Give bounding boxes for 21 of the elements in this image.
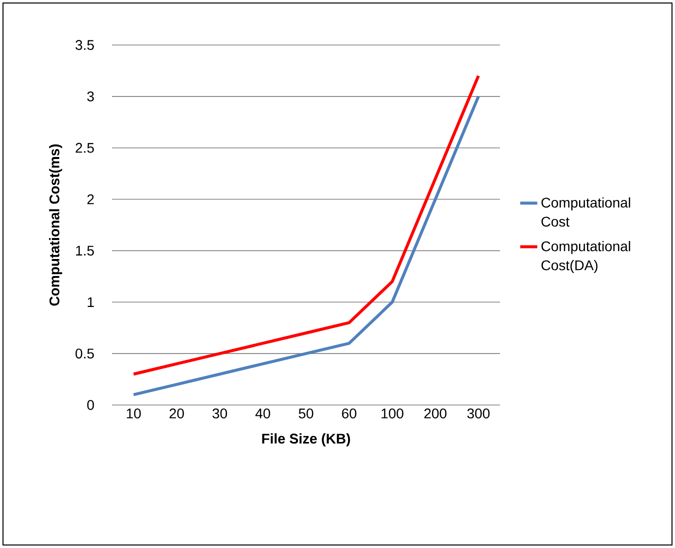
x-axis-title: File Size (KB) xyxy=(262,433,350,446)
x-tick-label: 100 xyxy=(382,408,404,418)
y-tick-label: 3.5 xyxy=(76,40,94,50)
x-tick-label: 40 xyxy=(255,408,270,418)
y-tick-label: 3 xyxy=(87,91,94,102)
legend-label: Computational Cost xyxy=(541,197,630,227)
x-tick-label: 50 xyxy=(298,408,314,418)
x-tick-label: 30 xyxy=(212,408,228,418)
x-tick-label: 60 xyxy=(342,408,356,418)
x-tick-label: 200 xyxy=(424,408,446,418)
legend-label: Computational Cost(DA) xyxy=(541,240,630,274)
y-tick-label: 0 xyxy=(87,400,94,410)
y-tick-label: 1.5 xyxy=(76,246,94,256)
x-tick-label: 300 xyxy=(467,408,490,418)
x-tick-label: 20 xyxy=(170,408,184,418)
y-tick-label: 1 xyxy=(88,297,94,307)
y-tick-label: 0.5 xyxy=(76,348,94,359)
x-tick-label: 10 xyxy=(126,408,141,418)
y-axis-title: Computational Cost(ms) xyxy=(49,144,62,306)
y-tick-label: 2 xyxy=(87,194,94,204)
y-tick-label: 2.5 xyxy=(76,142,94,153)
